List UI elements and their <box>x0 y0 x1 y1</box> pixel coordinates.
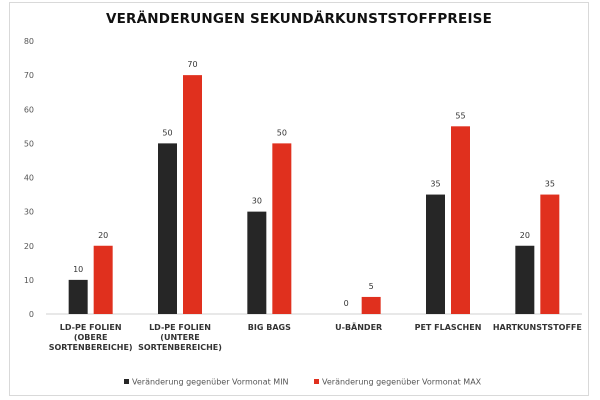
category-label: LD-PE FOLIEN <box>149 323 211 332</box>
data-label: 10 <box>73 265 83 274</box>
bar-max <box>183 75 202 314</box>
bar-max <box>361 296 381 314</box>
data-label: 20 <box>98 231 108 240</box>
bar-max <box>93 245 113 314</box>
data-label: 50 <box>277 128 287 137</box>
category-label: PET FLASCHEN <box>415 323 482 332</box>
bar-min <box>158 143 177 314</box>
category-label: (OBERE <box>74 333 108 342</box>
y-tick-label: 40 <box>24 174 34 183</box>
data-label: 20 <box>520 231 530 240</box>
data-label: 35 <box>430 180 440 189</box>
y-axis: 0 10 20 30 40 50 60 70 80 <box>24 37 34 319</box>
y-tick-label: 60 <box>24 105 34 114</box>
category-label: SORTENBEREICHE) <box>49 343 133 352</box>
category-label: HARTKUNSTSTOFFE <box>493 323 582 332</box>
data-label: 5 <box>369 282 374 291</box>
bar-min <box>247 211 267 314</box>
bar-max <box>540 194 560 314</box>
data-label: 30 <box>252 197 262 206</box>
y-tick-label: 0 <box>29 310 34 319</box>
data-label: 55 <box>455 111 465 120</box>
bar-min <box>426 194 445 314</box>
category-label: BIG BAGS <box>248 323 291 332</box>
chart-title: VERÄNDERUNGEN SEKUNDÄRKUNSTSTOFFPREISE <box>106 10 492 27</box>
data-label: 0 <box>344 299 349 308</box>
legend: Veränderung gegenüber Vormonat MIN Veränd… <box>124 378 482 387</box>
category-label: U-BÄNDER <box>335 322 382 332</box>
category-label: LD-PE FOLIEN <box>60 323 122 332</box>
y-tick-label: 50 <box>24 139 34 148</box>
y-tick-label: 70 <box>24 71 34 80</box>
bar-max <box>451 126 470 314</box>
y-tick-label: 30 <box>24 208 34 217</box>
data-label: 50 <box>162 128 172 137</box>
y-tick-label: 80 <box>24 37 34 46</box>
category-label: (UNTERE <box>160 333 199 342</box>
legend-swatch <box>124 379 129 384</box>
chart-frame: VERÄNDERUNGEN SEKUNDÄRKUNSTSTOFFPREISE 0… <box>9 2 589 396</box>
y-tick-label: 20 <box>24 242 34 251</box>
bar-min <box>68 279 88 314</box>
y-tick-label: 10 <box>24 276 34 285</box>
category-label: SORTENBEREICHE) <box>138 343 222 352</box>
legend-swatch <box>314 379 319 384</box>
legend-label: Veränderung gegenüber Vormonat MIN <box>132 378 289 387</box>
bar-min <box>515 245 535 314</box>
bar-chart: VERÄNDERUNGEN SEKUNDÄRKUNSTSTOFFPREISE 0… <box>24 10 582 387</box>
legend-label: Veränderung gegenüber Vormonat MAX <box>322 378 482 387</box>
bars: 10 20 50 70 30 50 0 5 35 55 20 35 <box>68 60 560 314</box>
bar-max <box>272 143 292 314</box>
data-label: 70 <box>187 60 197 69</box>
data-label: 35 <box>545 180 555 189</box>
